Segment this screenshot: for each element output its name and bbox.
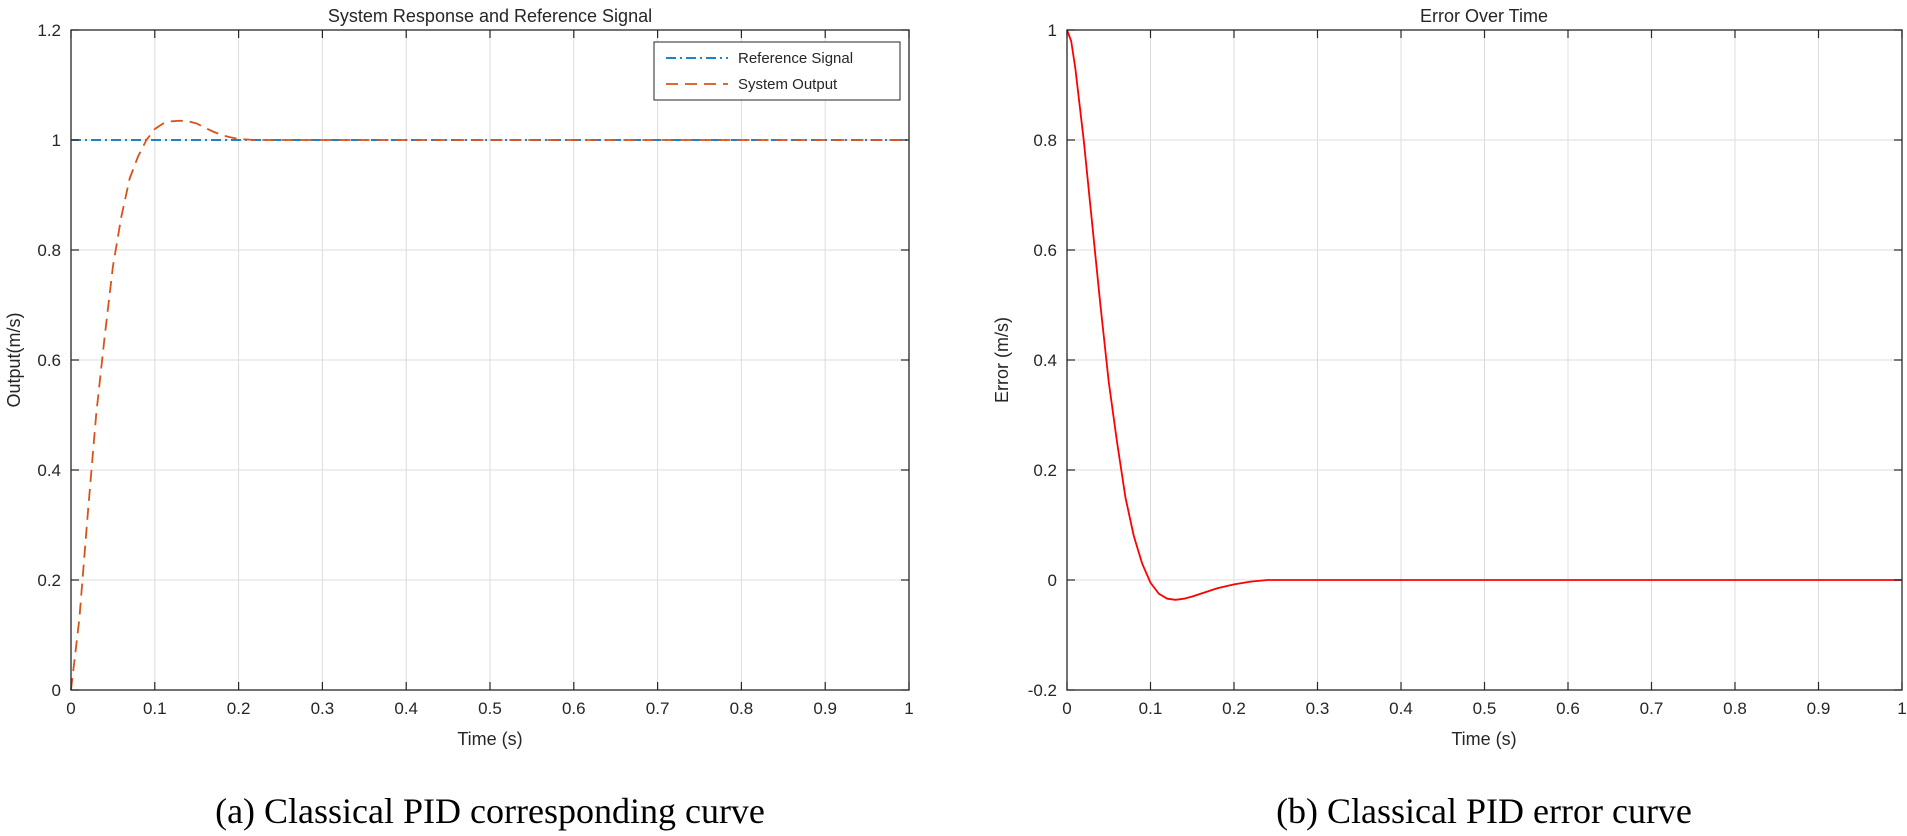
y-tick-label: 0.8 xyxy=(1033,131,1057,150)
y-tick-label: 0.2 xyxy=(37,571,61,590)
y-tick-label: 0 xyxy=(1048,571,1057,590)
x-tick-label: 0.3 xyxy=(1306,699,1330,718)
y-tick-label: 0 xyxy=(52,681,61,700)
y-tick-label: 0.4 xyxy=(37,461,61,480)
legend: Reference Signal System Output xyxy=(653,41,901,101)
x-tick-label: 1 xyxy=(1897,699,1906,718)
panel-left: 0 0.1 0.2 0.3 0.4 0.5 0.6 0.7 0.8 0.9 1 0 0.2 0.4 0.6 0… xyxy=(4,6,914,831)
x-tick-label: 0.7 xyxy=(1640,699,1664,718)
x-tick-label: 0.5 xyxy=(1473,699,1497,718)
x-tick-label: 1 xyxy=(904,699,913,718)
series-error-line xyxy=(1066,29,1902,601)
panel-right: 0 0.1 0.2 0.3 0.4 0.5 0.6 0.7 0.8 0.9 1 -0.2 0 0.2 0.4… xyxy=(992,6,1907,831)
series-output-line xyxy=(70,119,909,691)
lines-left xyxy=(70,119,909,691)
x-tick-label: 0.9 xyxy=(813,699,837,718)
y-tick-label: 1.2 xyxy=(37,21,61,40)
legend-box xyxy=(653,41,901,101)
x-axis-label-left: Time (s) xyxy=(457,729,522,749)
x-tick-label: 0 xyxy=(1062,699,1071,718)
caption-right: (b) Classical PID error curve xyxy=(1276,791,1692,831)
plot-title-left: System Response and Reference Signal xyxy=(328,6,652,26)
y-axis-label-left: Output(m/s) xyxy=(4,312,24,407)
x-tick-label: 0.4 xyxy=(1389,699,1413,718)
y-axis-label-right: Error (m/s) xyxy=(992,317,1012,403)
lines-right xyxy=(1066,29,1902,601)
x-tick-label: 0.2 xyxy=(227,699,251,718)
ticks-right: 0 0.1 0.2 0.3 0.4 0.5 0.6 0.7 0.8 0.9 1 -0.2 0 0.2 0.4… xyxy=(1028,21,1907,718)
y-tick-label: 0.8 xyxy=(37,241,61,260)
y-tick-label: 1 xyxy=(1048,21,1057,40)
ticks-left: 0 0.1 0.2 0.3 0.4 0.5 0.6 0.7 0.8 0.9 1 0 0.2 0.4 0.6 0… xyxy=(37,21,913,718)
y-tick-label: 0.4 xyxy=(1033,351,1057,370)
x-tick-label: 0.1 xyxy=(1139,699,1163,718)
x-tick-label: 0.7 xyxy=(646,699,670,718)
plot-title-right: Error Over Time xyxy=(1420,6,1548,26)
legend-label-output: System Output xyxy=(738,76,838,93)
x-tick-label: 0.6 xyxy=(1556,699,1580,718)
caption-left: (a) Classical PID corresponding curve xyxy=(215,791,765,831)
x-tick-label: 0.3 xyxy=(311,699,335,718)
y-tick-label: 0.6 xyxy=(37,351,61,370)
x-tick-label: 0.1 xyxy=(143,699,167,718)
x-tick-label: 0.6 xyxy=(562,699,586,718)
x-tick-label: 0.8 xyxy=(730,699,754,718)
x-tick-label: 0 xyxy=(66,699,75,718)
y-tick-label: 1 xyxy=(52,131,61,150)
x-tick-label: 0.2 xyxy=(1222,699,1246,718)
x-tick-label: 0.8 xyxy=(1723,699,1747,718)
y-tick-label: -0.2 xyxy=(1028,681,1057,700)
x-axis-label-right: Time (s) xyxy=(1451,729,1516,749)
x-tick-label: 0.9 xyxy=(1807,699,1831,718)
x-tick-label: 0.5 xyxy=(478,699,502,718)
y-tick-label: 0.2 xyxy=(1033,461,1057,480)
legend-label-reference: Reference Signal xyxy=(738,50,853,67)
x-tick-label: 0.4 xyxy=(394,699,418,718)
y-tick-label: 0.6 xyxy=(1033,241,1057,260)
